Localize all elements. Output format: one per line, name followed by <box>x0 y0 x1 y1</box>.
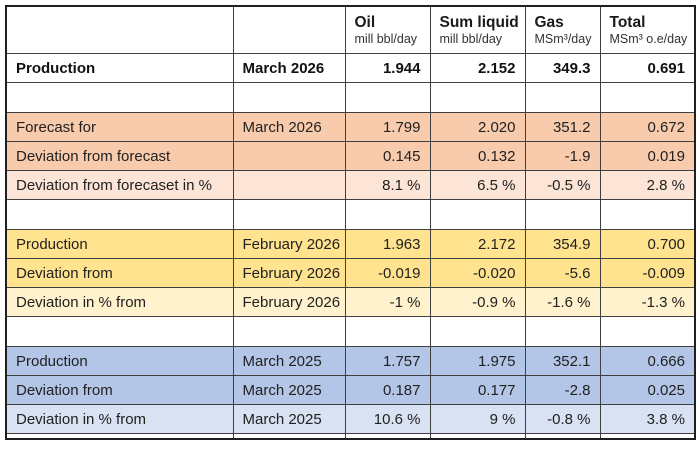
row-label: Production <box>5 53 234 83</box>
row-label: Deviation from <box>5 258 234 288</box>
row-period: February 2026 <box>232 229 346 259</box>
column-unit: mill bbl/day <box>354 32 418 47</box>
value-cell: -0.019 <box>344 258 431 288</box>
value-cell: 0.187 <box>344 375 431 405</box>
row-period: March 2025 <box>232 404 346 434</box>
value-cell: -2.8 <box>524 375 601 405</box>
value-cell: -1.3 % <box>599 287 696 317</box>
column-title: Sum liquid <box>439 13 519 31</box>
table-row-deviation-from-forecast: Deviation from forecast 0.145 0.132 -1.9… <box>5 141 696 171</box>
row-label: Deviation in % from <box>5 287 234 317</box>
table-row-deviation-percent-prev-month: Deviation in % from February 2026 -1 % -… <box>5 287 696 317</box>
column-unit: MSm³/day <box>534 32 592 47</box>
table-row-production-prev-year: Production March 2025 1.757 1.975 352.1 … <box>5 346 696 376</box>
table-row-deviation-percent-prev-year: Deviation in % from March 2025 10.6 % 9 … <box>5 404 696 434</box>
spacer-row <box>5 82 696 113</box>
value-cell: 351.2 <box>524 112 601 142</box>
value-cell: 0.700 <box>599 229 696 259</box>
value-cell: 8.1 % <box>344 170 431 200</box>
value-cell: -0.5 % <box>524 170 601 200</box>
value-cell: 1.944 <box>344 53 431 83</box>
row-period <box>232 141 346 171</box>
column-header-oil: Oil mill bbl/day <box>344 5 431 54</box>
row-label: Deviation from forecast <box>5 141 234 171</box>
value-cell: 0.691 <box>599 53 696 83</box>
table-row-deviation-prev-year: Deviation from March 2025 0.187 0.177 -2… <box>5 375 696 405</box>
table-row-deviation-prev-month: Deviation from February 2026 -0.019 -0.0… <box>5 258 696 288</box>
value-cell: 0.672 <box>599 112 696 142</box>
row-period: February 2026 <box>232 258 346 288</box>
value-cell: 0.177 <box>429 375 526 405</box>
row-label: Deviation from forecaset in % <box>5 170 234 200</box>
row-period: March 2026 <box>232 53 346 83</box>
value-cell: 10.6 % <box>344 404 431 434</box>
column-unit: mill bbl/day <box>439 32 503 47</box>
value-cell: -0.8 % <box>524 404 601 434</box>
table-row-production-current: Production March 2026 1.944 2.152 349.3 … <box>5 53 696 83</box>
row-label: Deviation in % from <box>5 404 234 434</box>
value-cell: 0.025 <box>599 375 696 405</box>
column-header-sum-liquid: Sum liquid mill bbl/day <box>429 5 526 54</box>
table-row-deviation-from-forecast-percent: Deviation from forecaset in % 8.1 % 6.5 … <box>5 170 696 200</box>
value-cell: 354.9 <box>524 229 601 259</box>
value-cell: -0.9 % <box>429 287 526 317</box>
row-label: Production <box>5 346 234 376</box>
value-cell: 352.1 <box>524 346 601 376</box>
row-period: February 2026 <box>232 287 346 317</box>
value-cell: 349.3 <box>524 53 601 83</box>
row-period: March 2025 <box>232 375 346 405</box>
row-label: Deviation from <box>5 375 234 405</box>
spacer-row <box>5 199 696 230</box>
value-cell: -0.009 <box>599 258 696 288</box>
spacer-row <box>5 316 696 347</box>
empty-header-cell <box>232 5 346 54</box>
table-header-row: Oil mill bbl/day Sum liquid mill bbl/day… <box>5 5 696 54</box>
row-period <box>232 170 346 200</box>
value-cell: 0.666 <box>599 346 696 376</box>
value-cell: 2.152 <box>429 53 526 83</box>
value-cell: -0.020 <box>429 258 526 288</box>
value-cell: 2.8 % <box>599 170 696 200</box>
table-row-forecast-for: Forecast for March 2026 1.799 2.020 351.… <box>5 112 696 142</box>
row-period: March 2025 <box>232 346 346 376</box>
empty-header-cell <box>5 5 234 54</box>
column-header-gas: Gas MSm³/day <box>524 5 601 54</box>
row-label: Forecast for <box>5 112 234 142</box>
table-row-production-prev-month: Production February 2026 1.963 2.172 354… <box>5 229 696 259</box>
column-unit: MSm³ o.e/day <box>609 32 688 47</box>
value-cell: 2.172 <box>429 229 526 259</box>
column-title: Oil <box>354 13 376 31</box>
value-cell: -5.6 <box>524 258 601 288</box>
value-cell: 6.5 % <box>429 170 526 200</box>
value-cell: 2.020 <box>429 112 526 142</box>
value-cell: -1 % <box>344 287 431 317</box>
row-label: Production <box>5 229 234 259</box>
value-cell: 0.019 <box>599 141 696 171</box>
value-cell: 3.8 % <box>599 404 696 434</box>
value-cell: -1.6 % <box>524 287 601 317</box>
production-table: Oil mill bbl/day Sum liquid mill bbl/day… <box>5 5 696 440</box>
value-cell: 1.757 <box>344 346 431 376</box>
value-cell: 0.132 <box>429 141 526 171</box>
column-title: Gas <box>534 13 564 31</box>
value-cell: 9 % <box>429 404 526 434</box>
row-period: March 2026 <box>232 112 346 142</box>
value-cell: 1.799 <box>344 112 431 142</box>
column-title: Total <box>609 13 646 31</box>
value-cell: 1.963 <box>344 229 431 259</box>
spacer-row-bottom <box>5 433 696 440</box>
column-header-total: Total MSm³ o.e/day <box>599 5 696 54</box>
value-cell: 1.975 <box>429 346 526 376</box>
value-cell: 0.145 <box>344 141 431 171</box>
value-cell: -1.9 <box>524 141 601 171</box>
